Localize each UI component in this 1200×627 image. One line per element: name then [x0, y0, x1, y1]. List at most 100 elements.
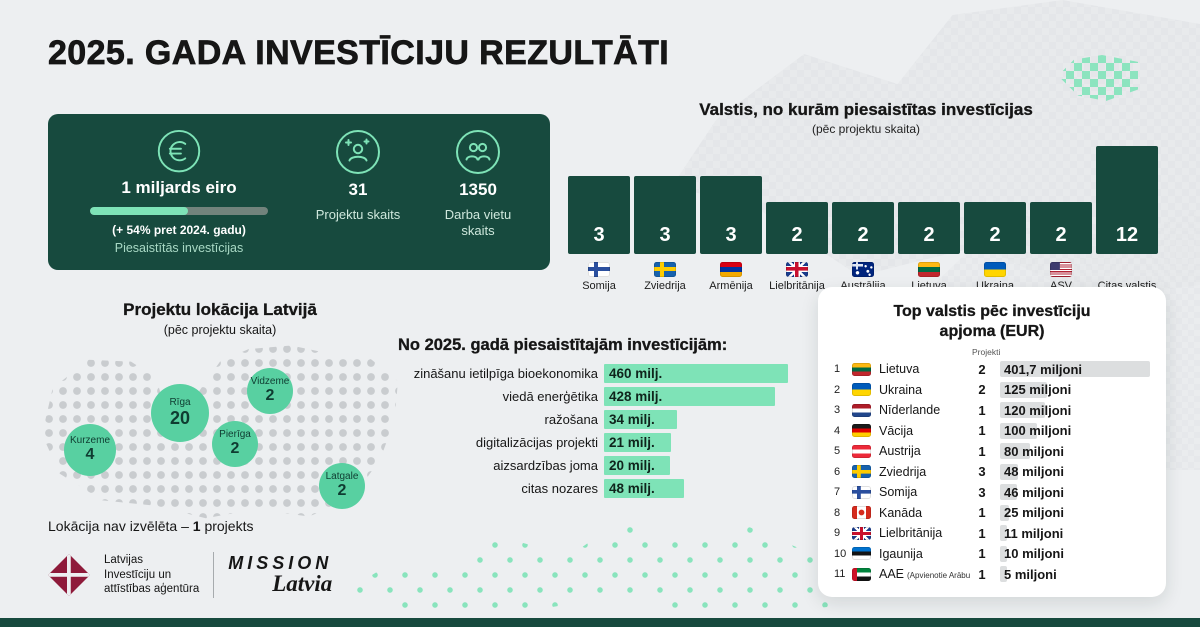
sector-bar: 428 milj. — [604, 387, 776, 406]
amount-bar — [1000, 566, 1007, 583]
jobs-label: Darba vietu skaits — [444, 207, 512, 239]
dot-pattern-decoration — [345, 520, 845, 617]
region-value: 2 — [265, 386, 275, 404]
bottom-accent-strip — [0, 618, 1200, 627]
projects-count: 1 — [978, 402, 986, 418]
euro-transfer-icon — [157, 129, 201, 173]
canada-flag-icon — [852, 506, 871, 520]
country-name: Kanāda — [879, 505, 923, 520]
region-name: Latgale — [325, 471, 359, 483]
region-name: Rīga — [169, 397, 191, 409]
logo-divider — [213, 552, 215, 598]
region-bubble-riga: Rīga 20 — [151, 384, 209, 442]
austria-flag-icon — [852, 444, 871, 458]
location-map-subtitle: (pēc projektu skaita) — [163, 323, 277, 337]
rank: 5 — [834, 445, 841, 458]
lithuania-flag-icon — [918, 261, 940, 277]
investment-delta: (+ 54% pret 2024. gadu) — [112, 223, 246, 237]
sector-value: 428 milj. — [609, 389, 663, 404]
liaa-logo-text: Latvijas Investīciju un attīstības aģent… — [104, 553, 199, 598]
amount-bar — [1000, 422, 1038, 439]
country-name: Ukraina — [879, 382, 923, 397]
country-name: Zviedrija — [879, 464, 927, 479]
amount: 401,7 miljoni — [1004, 361, 1083, 377]
bar-value: 12 — [1115, 224, 1139, 246]
uk-flag-icon — [852, 526, 871, 540]
investment-summary: 1 miljards eiro (+ 54% pret 2024. gadu) … — [64, 129, 294, 255]
liaa-logo-icon — [48, 554, 90, 596]
top-countries-header-row: Projekti — [834, 345, 1150, 358]
projects-column-header: Projekti — [972, 346, 1001, 357]
person-star-icon — [336, 130, 380, 174]
uae-flag-icon — [852, 567, 871, 581]
sector-label: viedā enerģētika — [502, 389, 598, 404]
lithuania-flag-icon — [852, 362, 871, 376]
location-note-suffix: projekts — [200, 518, 254, 534]
countries-flags-row — [568, 261, 1164, 277]
rank: 2 — [834, 383, 841, 396]
estonia-flag-icon — [852, 547, 871, 561]
rank: 7 — [834, 486, 841, 499]
jobs-summary: 1350 Darba vietu skaits — [422, 129, 534, 255]
amount: 100 miljoni — [1004, 423, 1072, 439]
amount-bar — [1000, 443, 1030, 460]
region-bubble-pieriga: Pierīga 2 — [212, 421, 258, 467]
table-row: 3 Nīderlande 1 120 miljoni — [834, 400, 1150, 421]
amount-bar — [1000, 545, 1007, 562]
projects-label: Projektu skaits — [315, 207, 401, 222]
liaa-line-2: Investīciju un — [104, 568, 172, 581]
amount-header-spacer — [1000, 344, 1150, 360]
sector-row: citas nozares 48 milj. — [398, 479, 828, 498]
netherlands-flag-icon — [852, 403, 871, 417]
projects-count: 1 — [978, 525, 986, 541]
sector-label: ražošana — [544, 412, 598, 427]
footer-logos: Latvijas Investīciju un attīstības aģent… — [48, 552, 332, 598]
countries-labels-row: Somija Zviedrija Armēnija Lielbritānija … — [568, 280, 1164, 293]
rank: 9 — [834, 527, 841, 540]
projects-count: 1 — [978, 443, 986, 459]
bar-value: 2 — [791, 224, 803, 246]
country-bar: 2 — [898, 202, 960, 254]
projects-count: 31 — [348, 180, 368, 199]
sector-value: 48 milj. — [609, 481, 655, 496]
usa-flag-icon — [1050, 261, 1072, 277]
table-row: 9 Lielbritānija 1 11 miljoni — [834, 523, 1150, 544]
country-name: Vācija — [879, 423, 914, 438]
sweden-flag-icon — [852, 465, 871, 479]
amount-bar — [1000, 381, 1047, 398]
jobs-count: 1350 — [459, 180, 497, 199]
finland-flag-icon — [588, 261, 610, 277]
amount: 120 miljoni — [1004, 402, 1072, 418]
sector-row: digitalizācijas projekti 21 milj. — [398, 433, 828, 452]
country-name: Nīderlande — [879, 403, 941, 418]
table-row: 6 Zviedrija 3 48 miljoni — [834, 462, 1150, 483]
table-row: 10 Igaunija 1 10 miljoni — [834, 544, 1150, 565]
countries-chart: Valstis, no kurām piesaistītas investīci… — [568, 100, 1164, 293]
finland-flag-icon — [852, 485, 871, 499]
country-bar: 2 — [1030, 202, 1092, 254]
region-value: 2 — [230, 439, 240, 457]
country-bar: 3 — [700, 176, 762, 254]
projects-count: 1 — [978, 505, 986, 521]
amount: 48 miljoni — [1004, 464, 1064, 480]
sector-bar: 34 milj. — [604, 410, 677, 429]
bar-value: 2 — [1055, 224, 1067, 246]
country-name: AAE — [879, 567, 905, 582]
region-name: Pierīga — [219, 429, 251, 441]
bar-value: 2 — [923, 224, 935, 246]
sector-bar: 460 milj. — [604, 364, 788, 383]
projects-count: 1 — [978, 546, 986, 562]
investment-total: 1 miljards eiro — [121, 178, 237, 198]
rank: 3 — [834, 404, 841, 417]
country-name: Somija — [879, 485, 918, 500]
amount-bar — [1000, 361, 1150, 378]
sector-bar: 48 milj. — [604, 479, 684, 498]
rank: 8 — [834, 506, 841, 519]
amount-bar — [1000, 525, 1007, 542]
progress-fill — [90, 207, 188, 215]
countries-chart-subtitle: (pēc projektu skaita) — [811, 122, 921, 136]
sector-label: zināšanu ietilpīga bioekonomika — [413, 366, 598, 381]
amount: 10 miljoni — [1004, 546, 1064, 562]
country-name: Lielbritānija — [879, 526, 943, 541]
region-value: 20 — [169, 407, 191, 428]
